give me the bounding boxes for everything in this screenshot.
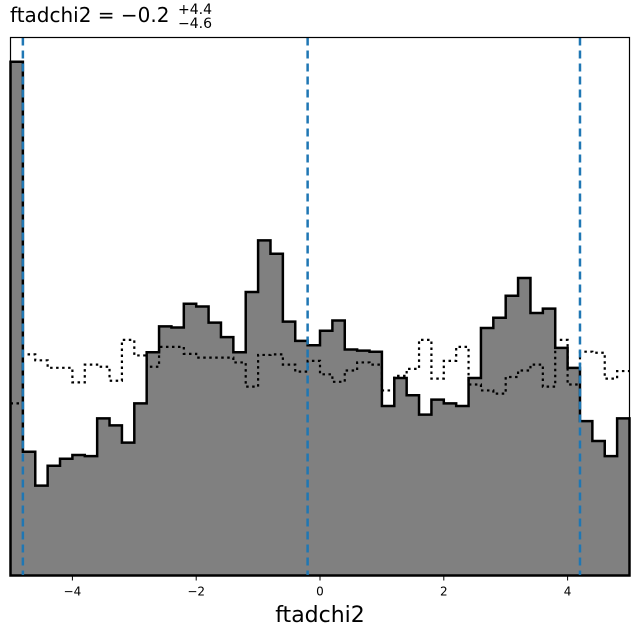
x-tick-label: 4: [564, 585, 572, 599]
chart-title: ftadchi2 = −0.2: [10, 3, 169, 27]
title-lower: −4.6: [178, 16, 212, 32]
x-tick-label: 2: [440, 585, 448, 599]
filled-histogram-series: [9, 60, 631, 577]
title-upper: +4.4: [178, 2, 212, 18]
plot-area: [9, 37, 631, 577]
x-axis-ticks: −4 −2 0 2 4: [64, 575, 572, 599]
x-tick-label: 0: [316, 585, 324, 599]
dotted-histogram-series: [10, 338, 630, 405]
title-main: ftadchi2 = −0.2: [10, 3, 169, 27]
x-tick-label: −4: [64, 585, 82, 599]
x-tick-label: −2: [187, 585, 205, 599]
x-axis-label: ftadchi2: [275, 603, 365, 628]
